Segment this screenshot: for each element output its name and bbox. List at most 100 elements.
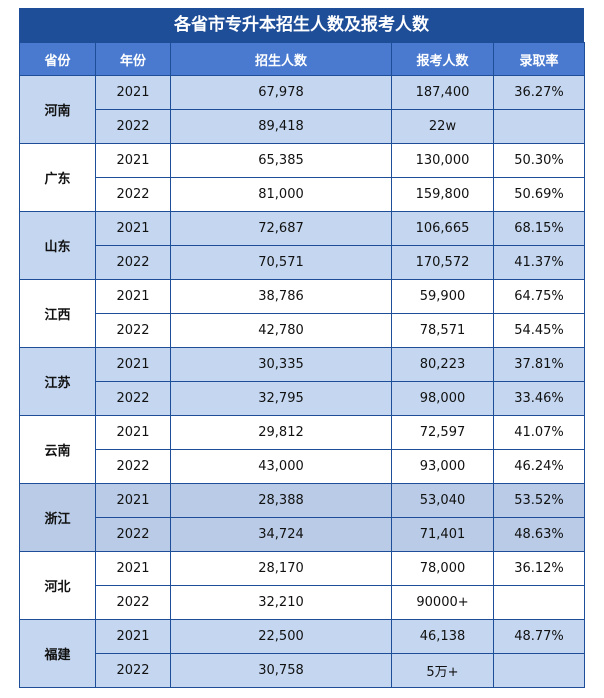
applicants-cell: 159,800 (391, 177, 494, 212)
province-cell: 广东 (19, 143, 96, 212)
applicants-cell: 53,040 (391, 483, 494, 518)
applicants-cell: 71,401 (391, 517, 494, 552)
table-row: 2022 32,210 90000+ (20, 585, 585, 620)
applicants-cell: 98,000 (391, 381, 494, 416)
header-admission-rate: 录取率 (493, 42, 585, 76)
admission-rate-cell (493, 585, 585, 620)
applicants-cell: 106,665 (391, 211, 494, 246)
enrollment-cell: 32,210 (170, 585, 392, 620)
table-row: 2022 32,795 98,000 33.46% (20, 381, 585, 416)
enrollment-cell: 42,780 (170, 313, 392, 348)
applicants-cell: 78,000 (391, 551, 494, 586)
admission-rate-cell (493, 653, 585, 688)
table-body: 河南 2021 67,978 187,400 36.27% 2022 89,418 22w 广东… (19, 75, 585, 688)
province-cell: 福建 (19, 619, 96, 688)
province-cell: 云南 (19, 415, 96, 484)
applicants-cell: 46,138 (391, 619, 494, 654)
year-cell: 2022 (95, 245, 171, 280)
province-cell: 浙江 (19, 483, 96, 552)
table-row: 山东 2021 72,687 106,665 68.15% (19, 211, 585, 280)
year-cell: 2022 (95, 381, 171, 416)
table-row: 2022 70,571 170,572 41.37% (20, 245, 585, 280)
admission-rate-cell: 46.24% (493, 449, 585, 484)
admission-rate-cell: 41.07% (493, 415, 585, 450)
year-cell: 2022 (95, 653, 171, 688)
enrollment-cell: 81,000 (170, 177, 392, 212)
admission-rate-cell: 36.12% (493, 551, 585, 586)
applicants-cell: 22w (391, 109, 494, 144)
admission-rate-cell: 48.77% (493, 619, 585, 654)
admission-rate-cell: 53.52% (493, 483, 585, 518)
header-province: 省份 (19, 42, 96, 76)
province-cell: 山东 (19, 211, 96, 280)
year-cell: 2022 (95, 585, 171, 620)
table-row: 2022 42,780 78,571 54.45% (20, 313, 585, 348)
table-title: 各省市专升本招生人数及报考人数 (19, 8, 584, 42)
year-cell: 2021 (95, 347, 171, 382)
province-cell: 江苏 (19, 347, 96, 416)
province-cell: 河南 (19, 75, 96, 144)
table-row: 2022 30,758 5万+ (20, 653, 585, 688)
header-applicants: 报考人数 (391, 42, 494, 76)
enrollment-cell: 72,687 (170, 211, 392, 246)
table-row: 浙江 2021 28,388 53,040 53.52% (19, 483, 585, 552)
applicants-cell: 130,000 (391, 143, 494, 178)
admission-rate-cell: 50.69% (493, 177, 585, 212)
admission-rate-cell: 54.45% (493, 313, 585, 348)
enrollment-cell: 38,786 (170, 279, 392, 314)
table-row: 2022 89,418 22w (20, 109, 585, 144)
enrollment-cell: 28,388 (170, 483, 392, 518)
applicants-cell: 170,572 (391, 245, 494, 280)
applicants-cell: 72,597 (391, 415, 494, 450)
table-row: 2022 81,000 159,800 50.69% (20, 177, 585, 212)
province-cell: 江西 (19, 279, 96, 348)
enrollment-cell: 43,000 (170, 449, 392, 484)
admission-rate-cell: 48.63% (493, 517, 585, 552)
applicants-cell: 59,900 (391, 279, 494, 314)
applicants-cell: 90000+ (391, 585, 494, 620)
table-row: 江苏 2021 30,335 80,223 37.81% (19, 347, 585, 416)
enrollment-cell: 28,170 (170, 551, 392, 586)
enrollment-cell: 30,335 (170, 347, 392, 382)
year-cell: 2021 (95, 483, 171, 518)
enrollment-cell: 29,812 (170, 415, 392, 450)
admission-rate-cell: 41.37% (493, 245, 585, 280)
year-cell: 2022 (95, 449, 171, 484)
applicants-cell: 5万+ (391, 653, 494, 688)
year-cell: 2022 (95, 109, 171, 144)
header-row: 省份 年份 招生人数 报考人数 录取率 (19, 42, 585, 76)
year-cell: 2021 (95, 415, 171, 450)
year-cell: 2021 (95, 551, 171, 586)
applicants-cell: 93,000 (391, 449, 494, 484)
enrollment-cell: 32,795 (170, 381, 392, 416)
table-row: 云南 2021 29,812 72,597 41.07% (19, 415, 585, 484)
table-row: 福建 2021 22,500 46,138 48.77% (19, 619, 585, 688)
enrollment-cell: 30,758 (170, 653, 392, 688)
enrollment-cell: 34,724 (170, 517, 392, 552)
year-cell: 2021 (95, 279, 171, 314)
header-year: 年份 (95, 42, 171, 76)
table-row: 广东 2021 65,385 130,000 50.30% (19, 143, 585, 212)
table-row: 河北 2021 28,170 78,000 36.12% (19, 551, 585, 620)
applicants-cell: 187,400 (391, 75, 494, 110)
header-enrollment: 招生人数 (170, 42, 392, 76)
table-row: 2022 34,724 71,401 48.63% (20, 517, 585, 552)
applicants-cell: 78,571 (391, 313, 494, 348)
table-row: 江西 2021 38,786 59,900 64.75% (19, 279, 585, 348)
year-cell: 2021 (95, 211, 171, 246)
year-cell: 2021 (95, 619, 171, 654)
year-cell: 2022 (95, 177, 171, 212)
province-cell: 河北 (19, 551, 96, 620)
table-row: 河南 2021 67,978 187,400 36.27% (19, 75, 585, 144)
admission-rate-cell (493, 109, 585, 144)
enrollment-cell: 65,385 (170, 143, 392, 178)
table-row: 2022 43,000 93,000 46.24% (20, 449, 585, 484)
enrollment-table: 省份 年份 招生人数 报考人数 录取率 河南 2021 67,978 187,400 3… (19, 42, 585, 688)
admission-rate-cell: 50.30% (493, 143, 585, 178)
enrollment-cell: 70,571 (170, 245, 392, 280)
admission-rate-cell: 64.75% (493, 279, 585, 314)
applicants-cell: 80,223 (391, 347, 494, 382)
year-cell: 2021 (95, 75, 171, 110)
year-cell: 2022 (95, 517, 171, 552)
admission-rate-cell: 37.81% (493, 347, 585, 382)
